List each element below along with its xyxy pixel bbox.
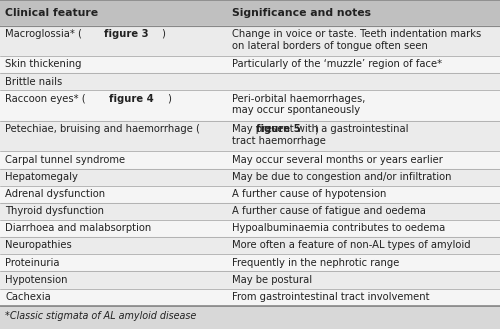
Text: *Classic stigmata of AL amyloid disease: *Classic stigmata of AL amyloid disease [5, 311, 196, 320]
Text: figure 5: figure 5 [256, 124, 301, 134]
Text: A further cause of hypotension: A further cause of hypotension [232, 189, 387, 199]
Text: Cachexia: Cachexia [5, 292, 51, 302]
Text: Neuropathies: Neuropathies [5, 240, 72, 250]
Text: Adrenal dysfunction: Adrenal dysfunction [5, 189, 105, 199]
Text: Macroglossia* (: Macroglossia* ( [5, 29, 82, 39]
Text: Hypotension: Hypotension [5, 275, 68, 285]
Bar [0, 56, 500, 73]
Text: Skin thickening: Skin thickening [5, 60, 82, 69]
Bar [0, 254, 500, 271]
Text: ): ) [162, 29, 166, 39]
Text: More often a feature of non-AL types of amyloid: More often a feature of non-AL types of … [232, 240, 471, 250]
Bar [0, 220, 500, 237]
Text: figure 3: figure 3 [104, 29, 148, 39]
Bar [0, 306, 500, 329]
Text: A further cause of fatigue and oedema: A further cause of fatigue and oedema [232, 206, 426, 216]
Bar [0, 186, 500, 203]
Bar [0, 237, 500, 254]
Text: Thyroid dysfunction: Thyroid dysfunction [5, 206, 104, 216]
Text: Significance and notes: Significance and notes [232, 8, 372, 18]
Text: Diarrhoea and malabsorption: Diarrhoea and malabsorption [5, 223, 151, 233]
Bar [0, 271, 500, 289]
Text: May be due to congestion and/or infiltration: May be due to congestion and/or infiltra… [232, 172, 452, 182]
Text: figure 4: figure 4 [109, 94, 154, 104]
Text: May be postural: May be postural [232, 275, 312, 285]
Text: Hepatomegaly: Hepatomegaly [5, 172, 78, 182]
Bar [0, 151, 500, 168]
Text: May occur several months or years earlier: May occur several months or years earlie… [232, 155, 444, 165]
Text: Proteinuria: Proteinuria [5, 258, 60, 267]
Bar [0, 90, 500, 121]
Bar [0, 289, 500, 306]
Text: Frequently in the nephrotic range: Frequently in the nephrotic range [232, 258, 400, 267]
Text: May present with a gastrointestinal
tract haemorrhage: May present with a gastrointestinal trac… [232, 124, 409, 146]
Text: Particularly of the ‘muzzle’ region of face*: Particularly of the ‘muzzle’ region of f… [232, 60, 442, 69]
Text: ): ) [314, 124, 318, 134]
Text: Carpal tunnel syndrome: Carpal tunnel syndrome [5, 155, 125, 165]
Text: Peri-orbital haemorrhages,
may occur spontaneously: Peri-orbital haemorrhages, may occur spo… [232, 94, 366, 115]
Bar [0, 203, 500, 220]
Text: ): ) [167, 94, 170, 104]
Bar [0, 168, 500, 186]
Bar [0, 26, 500, 56]
Bar [0, 73, 500, 90]
Text: Clinical feature: Clinical feature [5, 8, 98, 18]
Text: Change in voice or taste. Teeth indentation marks
on lateral borders of tongue o: Change in voice or taste. Teeth indentat… [232, 29, 482, 51]
Text: From gastrointestinal tract involvement: From gastrointestinal tract involvement [232, 292, 430, 302]
Text: Hypoalbuminaemia contributes to oedema: Hypoalbuminaemia contributes to oedema [232, 223, 446, 233]
Bar [0, 0, 500, 26]
Text: Raccoon eyes* (: Raccoon eyes* ( [5, 94, 86, 104]
Text: Brittle nails: Brittle nails [5, 77, 62, 87]
Bar [0, 121, 500, 151]
Text: Petechiae, bruising and haemorrhage (: Petechiae, bruising and haemorrhage ( [5, 124, 200, 134]
